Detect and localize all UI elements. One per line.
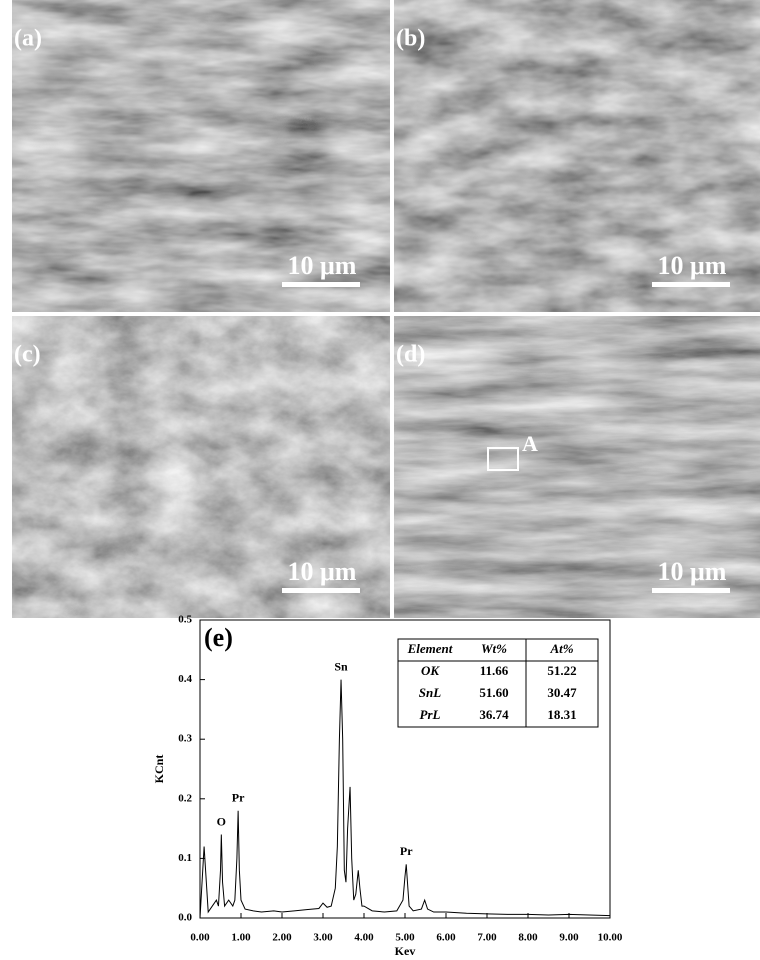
table-cell: OK [421,663,440,678]
table-cell: 36.74 [479,707,509,722]
table-header: Wt% [481,641,507,656]
y-tick-label: 0.5 [178,614,192,626]
panel-label: (c) [14,342,41,368]
panel-label: (d) [396,342,425,368]
scale-bar [282,282,360,287]
x-tick-label: 5.00 [395,932,415,944]
scale-bar [282,588,360,593]
x-tick-label: 4.00 [354,932,374,944]
y-tick-label: 0.0 [178,912,192,924]
peak-label: Sn [334,659,348,673]
figure: A (a) 10 μm (b) 10 μm (c) 10 μm (d) 10 μm 0.00 1.… [0,0,760,960]
y-tick-label: 0.4 [178,673,192,685]
panel-label: (a) [14,26,42,52]
y-tick-label: 0.3 [178,733,192,745]
peak-label: O [217,814,226,828]
table-cell: SnL [419,685,441,700]
peak-label: Pr [400,844,413,858]
table-header: At% [549,641,573,656]
scale-bar [652,588,730,593]
y-tick-label: 0.1 [178,852,192,864]
scale-bar-label: 10 μm [658,251,727,280]
table-cell: 11.66 [480,663,509,678]
x-tick-label: 8.00 [518,932,538,944]
table-header: Element [407,641,453,656]
scale-bar-label: 10 μm [288,251,357,280]
x-tick-label: 2.00 [272,932,292,944]
x-tick-label: 3.00 [313,932,333,944]
table-cell: 30.47 [547,685,577,700]
x-tick-label: 6.00 [436,932,456,944]
x-tick-label: 0.00 [190,932,210,944]
table-cell: PrL [420,707,441,722]
panel-label: (e) [204,623,233,652]
y-tick-label: 0.2 [178,792,192,804]
y-axis-label: KCnt [152,755,166,784]
x-axis-label: Kev [395,944,416,958]
table-cell: 51.60 [479,685,508,700]
x-tick-label: 7.00 [477,932,497,944]
x-tick-label: 9.00 [559,932,579,944]
region-label: A [522,431,538,456]
scale-bar-label: 10 μm [658,557,727,586]
panel-label: (b) [396,26,425,52]
scale-bar-label: 10 μm [288,557,357,586]
scale-bar [652,282,730,287]
x-tick-label: 1.00 [231,932,251,944]
table-cell: 51.22 [547,663,576,678]
table-cell: 18.31 [547,707,576,722]
peak-label: Pr [232,790,245,804]
x-tick-label: 10.00 [598,932,623,944]
